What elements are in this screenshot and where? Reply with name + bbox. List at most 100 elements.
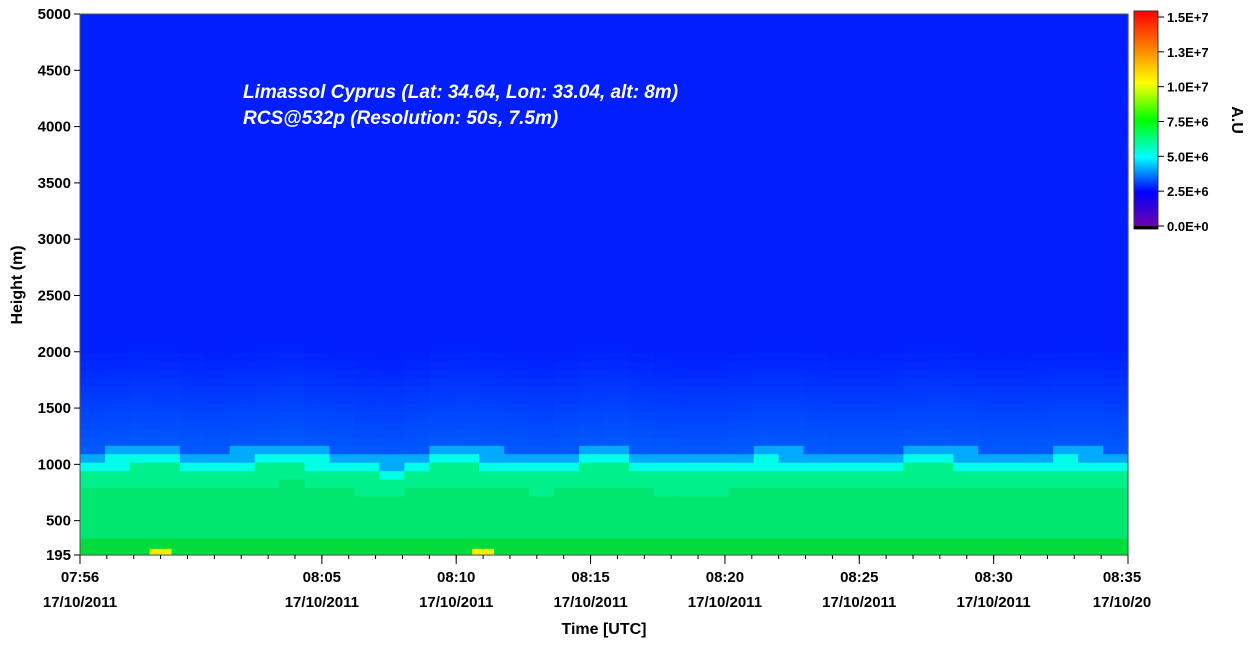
heatmap-cell — [279, 428, 306, 438]
heatmap-cell — [254, 428, 281, 438]
heatmap-cell — [753, 141, 780, 151]
heatmap-cell — [778, 183, 805, 193]
heatmap-cell — [154, 276, 181, 286]
heatmap-cell — [1103, 191, 1129, 201]
heatmap-cell — [379, 403, 405, 413]
heatmap-cell — [579, 487, 605, 497]
heatmap-cell — [404, 386, 430, 396]
heatmap-cell — [678, 479, 705, 489]
heatmap-cell — [479, 166, 505, 176]
heatmap-cell — [653, 512, 680, 522]
heatmap-cell — [404, 403, 430, 413]
heatmap-cell — [279, 487, 306, 497]
heatmap-cell — [354, 538, 381, 548]
heatmap-cell — [329, 445, 356, 455]
heatmap-cell — [404, 65, 430, 75]
heatmap-cell — [279, 419, 306, 429]
heatmap-cell — [354, 48, 381, 58]
heatmap-cell — [229, 411, 256, 421]
heatmap-cell — [404, 115, 430, 125]
heatmap-cell — [429, 301, 455, 311]
heatmap-cell — [803, 217, 830, 227]
heatmap-cell — [828, 403, 855, 413]
heatmap-cell — [604, 90, 630, 100]
heatmap-cell — [1053, 217, 1079, 227]
heatmap-cell — [604, 251, 630, 261]
heatmap-cell — [554, 352, 580, 362]
heatmap-cell — [703, 495, 730, 505]
heatmap-cell — [454, 48, 480, 58]
heatmap-cell — [129, 65, 156, 75]
heatmap-cell — [554, 301, 580, 311]
heatmap-cell — [1103, 546, 1129, 556]
heatmap-cell — [479, 462, 505, 472]
heatmap-cell — [204, 394, 231, 404]
heatmap-cell — [1028, 394, 1054, 404]
heatmap-cell — [104, 360, 131, 370]
heatmap-cell — [628, 462, 655, 472]
heatmap-cell — [1103, 141, 1129, 151]
heatmap-cell — [953, 411, 979, 421]
heatmap-cell — [179, 512, 206, 522]
heatmap-cell — [653, 73, 680, 83]
heatmap-cell — [554, 259, 580, 269]
heatmap-cell — [204, 242, 231, 252]
heatmap-cell — [354, 14, 381, 16]
heatmap-cell — [429, 191, 455, 201]
heatmap-cell — [579, 293, 605, 303]
heatmap-cell — [1103, 82, 1129, 92]
heatmap-cell — [753, 132, 780, 142]
heatmap-cell — [1028, 217, 1054, 227]
heatmap-cell — [179, 31, 206, 41]
heatmap-cell — [304, 284, 331, 294]
heatmap-cell — [429, 546, 455, 556]
heatmap-cell — [1078, 191, 1104, 201]
heatmap-cell — [878, 436, 905, 446]
heatmap-cell — [1003, 90, 1029, 100]
heatmap-cell — [703, 470, 730, 480]
heatmap-cell — [1103, 115, 1129, 125]
heatmap-cell — [204, 259, 231, 269]
heatmap-cell — [803, 225, 830, 235]
heatmap-cell — [379, 191, 405, 201]
heatmap-cell — [104, 327, 131, 337]
heatmap-cell — [229, 293, 256, 303]
heatmap-cell — [479, 369, 505, 379]
heatmap-cell — [703, 124, 730, 134]
heatmap-cell — [154, 73, 181, 83]
heatmap-cell — [579, 259, 605, 269]
heatmap-cell — [154, 318, 181, 328]
heatmap-cell — [379, 445, 405, 455]
heatmap-cell — [1103, 327, 1129, 337]
heatmap-cell — [479, 115, 505, 125]
heatmap-cell — [728, 403, 755, 413]
heatmap-cell — [828, 546, 855, 556]
heatmap-cell — [154, 217, 181, 227]
heatmap-cell — [229, 132, 256, 142]
heatmap-cell — [179, 462, 206, 472]
heatmap-cell — [80, 394, 106, 404]
heatmap-cell — [129, 23, 156, 33]
heatmap-cell — [454, 377, 480, 387]
heatmap-cell — [204, 225, 231, 235]
heatmap-cell — [504, 386, 530, 396]
heatmap-cell — [229, 73, 256, 83]
heatmap-cell — [80, 183, 106, 193]
heatmap-cell — [104, 31, 131, 41]
heatmap-cell — [853, 158, 880, 168]
heatmap-cell — [628, 149, 655, 159]
heatmap-cell — [579, 73, 605, 83]
heatmap-cell — [703, 267, 730, 277]
heatmap-cell — [1078, 487, 1104, 497]
heatmap-cell — [753, 284, 780, 294]
heatmap-cell — [778, 284, 805, 294]
heatmap-cell — [204, 327, 231, 337]
heatmap-cell — [928, 394, 954, 404]
heatmap-cell — [903, 90, 929, 100]
heatmap-cell — [1053, 327, 1079, 337]
heatmap-cell — [279, 251, 306, 261]
heatmap-cell — [529, 217, 555, 227]
heatmap-cell — [329, 23, 356, 33]
heatmap-cell — [853, 512, 880, 522]
heatmap-cell — [354, 436, 381, 446]
